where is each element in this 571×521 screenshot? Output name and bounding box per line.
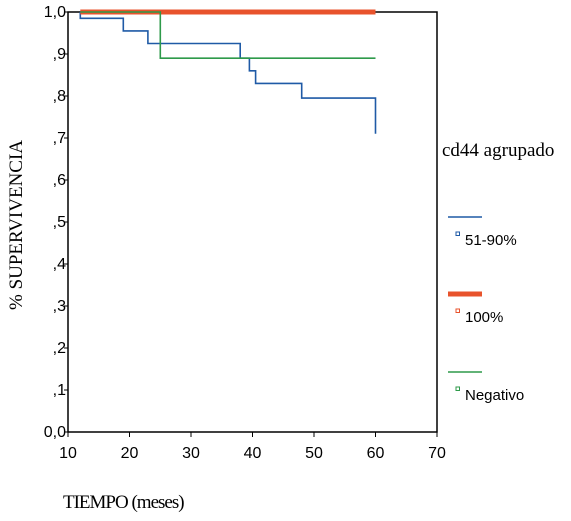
y-tick-label: 1,0 (44, 4, 66, 21)
legend-label-0: 51-90% (465, 232, 517, 249)
x-tick-label: 60 (367, 445, 385, 462)
plot-frame (67, 11, 438, 433)
legend-title: cd44 agrupado (442, 140, 554, 161)
x-axis-title: TIEMPO (meses) (63, 492, 184, 513)
y-tick-label: ,1 (53, 382, 66, 399)
axes: 0,0 ,1 ,2 ,3 ,4 ,5 ,6 ,7 ,8 ,9 1,0 10 20 30 40 50 60 70 (44, 4, 446, 462)
y-axis-title: % SUPERVIVENCIA (6, 140, 27, 310)
legend-marker-1 (455, 308, 460, 313)
y-tick-label: 0,0 (44, 424, 66, 441)
y-tick-label: ,9 (53, 46, 66, 63)
series-layer (79, 9, 377, 134)
y-tick-label: ,3 (53, 298, 66, 315)
y-tick-label: ,7 (53, 130, 66, 147)
legend-marker-0 (455, 231, 460, 236)
x-tick-label: 50 (305, 445, 323, 462)
legend-marker-2 (455, 386, 460, 391)
series-line-0 (79, 12, 377, 134)
y-tick-label: ,2 (53, 340, 66, 357)
y-tick-label: ,8 (53, 88, 66, 105)
x-tick-label: 10 (59, 445, 77, 462)
x-tick-label: 70 (428, 445, 446, 462)
x-tick-label: 20 (121, 445, 139, 462)
y-tick-label: ,4 (53, 256, 66, 273)
series-line-2 (80, 11, 376, 60)
y-tick-label: ,5 (53, 214, 66, 231)
legend-label-1: 100% (465, 309, 503, 326)
legend-label-2: Negativo (465, 387, 524, 404)
legend: cd44 agrupado 51-90% 100% Negativo (442, 140, 554, 404)
x-tick-label: 40 (244, 445, 262, 462)
x-tick-label: 30 (182, 445, 200, 462)
y-tick-label: ,6 (53, 172, 66, 189)
